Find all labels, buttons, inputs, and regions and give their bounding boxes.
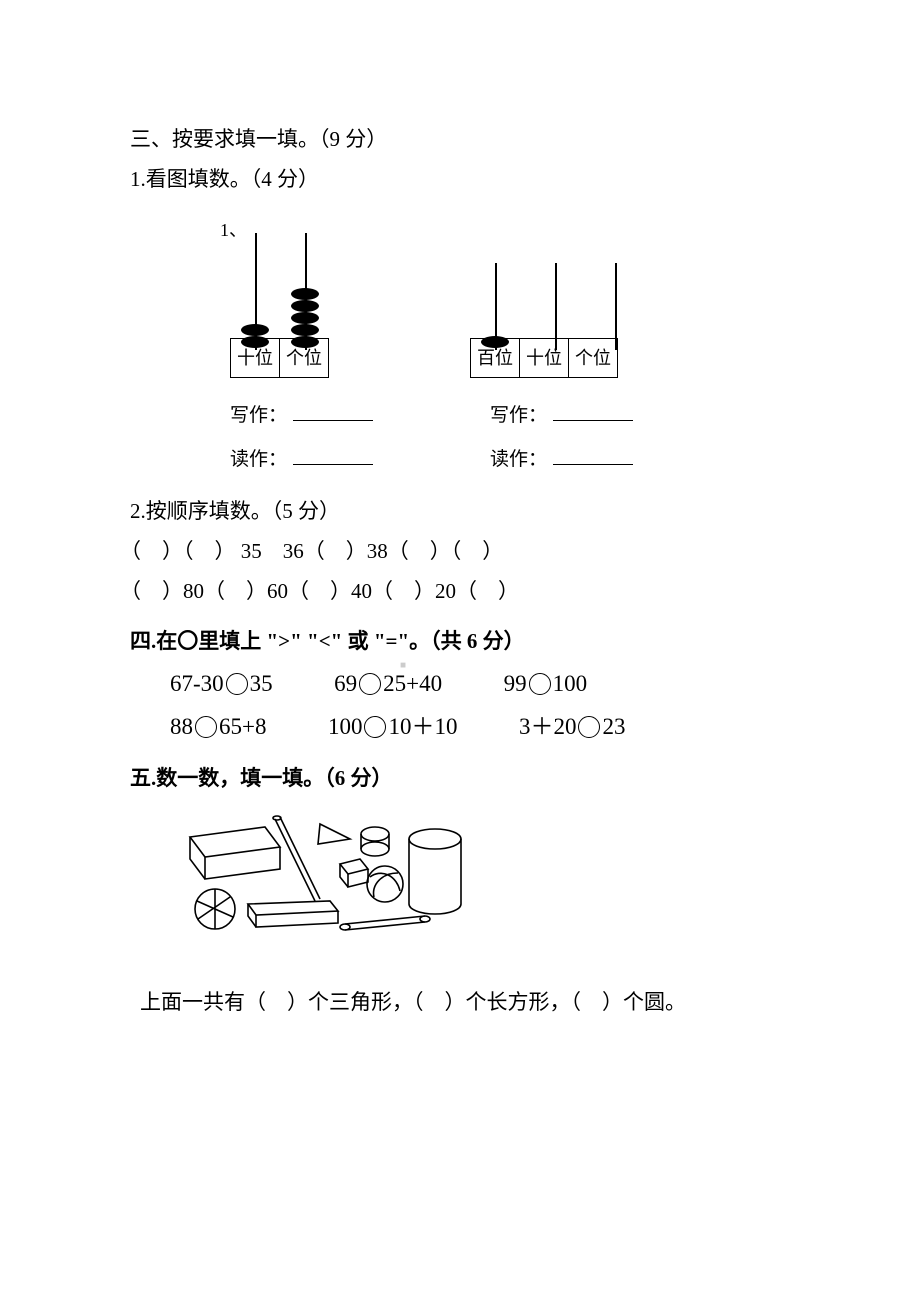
write-label: 写作： (230, 405, 287, 426)
section3-heading: 三、按要求填一填。（9 分） (130, 120, 790, 160)
circle-blank (195, 716, 217, 738)
circle-blank (364, 716, 386, 738)
bead (291, 288, 319, 300)
abacus-left: 1、 十位 个位 写作： (180, 208, 380, 478)
place-cell: 百位 (471, 339, 520, 377)
read-label: 读作： (490, 449, 547, 470)
expr: 10＋10 (388, 714, 457, 739)
expr: 25+40 (383, 671, 442, 696)
read-label: 读作： (230, 449, 287, 470)
q2-row1: （ ）（ ） 35 36（ ）38（ ）（ ） (120, 532, 790, 572)
compare-row-2: 88 65+8 100 10＋10 3＋20 23 (170, 705, 790, 749)
bead (241, 324, 269, 336)
circle-blank (359, 673, 381, 695)
blank (293, 402, 373, 421)
place-cell: 十位 (520, 339, 569, 377)
section4-heading: 四.在〇里填上 ">" "<" 或 "="。（共 6 分） (130, 622, 790, 662)
shapes-figure (170, 809, 790, 963)
place-cell: 个位 (280, 339, 328, 377)
place-cell: 个位 (569, 339, 617, 377)
expr: 100 (328, 714, 363, 739)
q1-title: 1.看图填数。（4 分） (130, 160, 790, 200)
circle-blank (529, 673, 551, 695)
blank (553, 402, 633, 421)
q2-row2: （ ）80（ ）60（ ）40（ ）20（ ） (120, 572, 790, 612)
expr: 69 (334, 671, 357, 696)
q2-title: 2.按顺序填数。（5 分） (130, 492, 790, 532)
expr: 65+8 (219, 714, 266, 739)
write-label: 写作： (490, 405, 547, 426)
abacus-row: 1、 十位 个位 写作： (180, 208, 790, 478)
bead (291, 300, 319, 312)
watermark-icon: ■ (400, 660, 406, 671)
expr: 88 (170, 714, 193, 739)
expr: 67-30 (170, 671, 224, 696)
place-cell: 十位 (231, 339, 280, 377)
blank (293, 446, 373, 465)
place-box-left: 十位 个位 (230, 338, 329, 378)
q1-label: 1、 (220, 213, 247, 247)
abacus-right: 百位 十位 个位 写作： 读作： (450, 208, 690, 478)
circle-blank (578, 716, 600, 738)
bead (291, 324, 319, 336)
expr: 100 (553, 671, 588, 696)
circle-blank (226, 673, 248, 695)
expr: 35 (250, 671, 273, 696)
bead (291, 312, 319, 324)
expr: 23 (602, 714, 625, 739)
compare-row-1: 67-30 35 69 25+40 99 100 (170, 662, 790, 706)
section5-sentence: 上面一共有（ ）个三角形，（ ）个长方形，（ ）个圆。 (140, 983, 790, 1023)
expr: 3＋20 (519, 714, 577, 739)
blank (553, 446, 633, 465)
expr: 99 (504, 671, 527, 696)
section5-heading: 五.数一数，填一填。（6 分） (130, 759, 790, 799)
place-box-right: 百位 十位 个位 (470, 338, 618, 378)
